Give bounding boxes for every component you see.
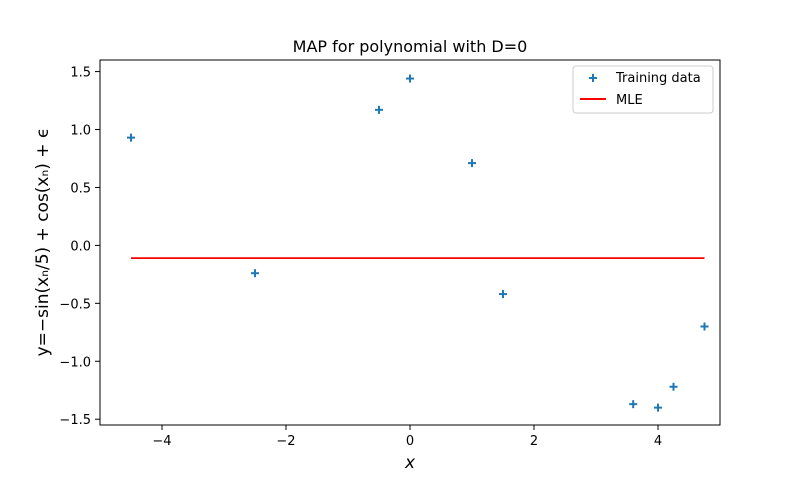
data-point	[468, 159, 476, 168]
data-point	[629, 400, 638, 409]
data-point	[251, 269, 259, 278]
x-tick-label: 4	[654, 434, 662, 449]
legend: Training data MLE	[572, 65, 714, 114]
x-axis-label: x	[404, 453, 416, 473]
legend-label-training-data: Training data	[615, 71, 701, 86]
legend-box	[572, 65, 714, 114]
y-tick-label: 0.5	[70, 181, 91, 196]
legend-marker-training-data	[589, 74, 597, 82]
y-tick-label: 1.5	[70, 66, 91, 81]
legend-label-mle: MLE	[616, 93, 643, 108]
y-tick-label: 1.0	[70, 124, 91, 139]
data-point	[654, 403, 662, 412]
y-tick-label: −0.5	[59, 297, 91, 312]
x-tick-label: 2	[530, 434, 538, 449]
y-axis: −1.5 −1.0 −0.5 0.0 0.5 1.0 1.5	[59, 66, 100, 428]
data-point	[499, 290, 507, 299]
data-point	[127, 133, 135, 142]
data-point	[406, 74, 414, 83]
data-point	[669, 382, 678, 391]
y-tick-label: −1.5	[59, 413, 91, 428]
y-tick-label: −1.0	[59, 355, 91, 370]
chart-title: MAP for polynomial with D=0	[293, 37, 528, 56]
data-point	[700, 322, 709, 331]
y-axis-label: y=−sin(xₙ/5) + cos(xₙ) + ϵ	[33, 128, 53, 357]
data-point	[375, 105, 383, 114]
y-tick-label: 0.0	[70, 239, 91, 254]
x-tick-label: −4	[152, 434, 171, 449]
x-tick-label: −2	[276, 434, 295, 449]
plot-area	[127, 74, 709, 412]
x-axis: −4 −2 0 2 4	[152, 425, 662, 449]
x-tick-label: 0	[406, 434, 414, 449]
